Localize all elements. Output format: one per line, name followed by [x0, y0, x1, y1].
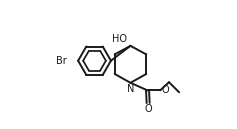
- Text: HO: HO: [112, 34, 127, 44]
- Text: N: N: [127, 84, 134, 94]
- Text: Br: Br: [56, 56, 67, 66]
- Text: O: O: [161, 85, 169, 95]
- Text: O: O: [145, 104, 153, 114]
